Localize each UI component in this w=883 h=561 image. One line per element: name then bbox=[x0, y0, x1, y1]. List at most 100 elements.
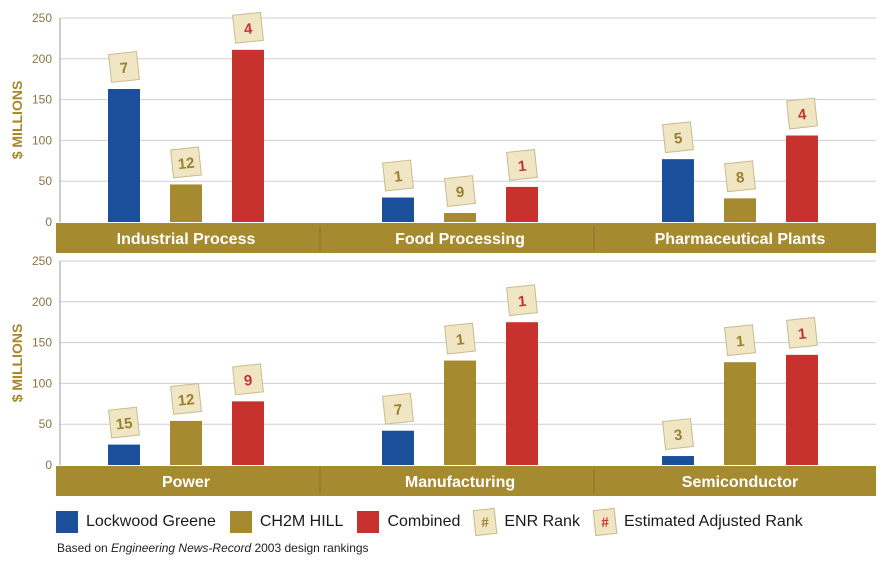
legend-label-adjusted: Estimated Adjusted Rank bbox=[623, 513, 803, 530]
rank-label: 1 bbox=[455, 331, 465, 349]
y-tick-label: 50 bbox=[39, 174, 53, 188]
rank-tag-box bbox=[724, 160, 756, 193]
bar bbox=[506, 322, 538, 465]
category-label: Food Processing bbox=[395, 231, 525, 248]
rank-tag: 3 bbox=[662, 418, 694, 450]
rank-tag-box bbox=[108, 51, 140, 83]
rank-tag-box bbox=[786, 316, 818, 349]
rank-tag: 4 bbox=[232, 11, 264, 44]
rank-tag-box bbox=[444, 322, 476, 355]
bar bbox=[724, 198, 756, 222]
rank-tag: 1 bbox=[444, 322, 476, 355]
y-axis-label: $ MILLIONS bbox=[9, 324, 25, 403]
rank-tag-box bbox=[724, 324, 756, 357]
y-tick-label: 0 bbox=[45, 215, 52, 229]
y-tick-label: 100 bbox=[32, 376, 52, 390]
legend-swatch-ch2m bbox=[229, 511, 252, 533]
rank-tag-box bbox=[170, 146, 202, 179]
rank-tag-box bbox=[662, 418, 694, 450]
bar bbox=[108, 444, 140, 465]
y-tick-label: 200 bbox=[32, 52, 52, 66]
adjusted-rank-tag-icon: # bbox=[592, 507, 618, 537]
rank-tag: 9 bbox=[232, 363, 264, 396]
rank-tag-box bbox=[170, 382, 202, 415]
category-label: Power bbox=[162, 474, 210, 491]
bar bbox=[108, 88, 140, 222]
rank-tag: 7 bbox=[382, 392, 414, 425]
rank-tag-box bbox=[382, 392, 414, 425]
rank-label: 9 bbox=[243, 372, 253, 390]
y-tick-label: 200 bbox=[32, 295, 52, 309]
bar bbox=[786, 135, 818, 222]
y-axis-label: $ MILLIONS bbox=[9, 81, 25, 160]
category-band bbox=[56, 466, 876, 496]
y-tick-label: 0 bbox=[45, 458, 52, 472]
category-label: Industrial Process bbox=[117, 231, 256, 248]
rank-label: 15 bbox=[115, 415, 133, 434]
rank-label: 4 bbox=[243, 20, 254, 38]
rank-label: 9 bbox=[455, 184, 465, 202]
rank-tag: 15 bbox=[108, 406, 140, 439]
legend-swatch-lockwood bbox=[56, 511, 78, 533]
y-tick-label: 100 bbox=[32, 133, 52, 147]
rank-tag: 1 bbox=[506, 284, 538, 317]
category-label: Pharmaceutical Plants bbox=[655, 231, 826, 248]
bar bbox=[662, 456, 694, 465]
footnote-post: 2003 design rankings bbox=[251, 541, 369, 555]
legend-item-ch2m: CH2M HILL bbox=[229, 511, 344, 533]
legend-label-lockwood: Lockwood Greene bbox=[86, 513, 216, 530]
rank-tag: 1 bbox=[786, 316, 818, 349]
rank-tag: 4 bbox=[786, 97, 818, 130]
rank-tag-box bbox=[662, 121, 694, 154]
rank-label: 1 bbox=[517, 158, 527, 176]
category-band bbox=[56, 223, 876, 253]
rank-tag: 12 bbox=[170, 146, 202, 179]
rank-tag: 5 bbox=[662, 121, 694, 154]
legend-item-combined: Combined bbox=[357, 511, 460, 533]
y-tick-label: 150 bbox=[32, 93, 52, 107]
legend-item-adjusted: # Estimated Adjusted Rank bbox=[592, 507, 803, 537]
bar bbox=[662, 159, 694, 222]
y-tick-label: 150 bbox=[32, 336, 52, 350]
rank-label: 1 bbox=[735, 333, 745, 351]
bar bbox=[232, 401, 264, 465]
legend-item-lockwood: Lockwood Greene bbox=[56, 511, 216, 533]
bar bbox=[382, 430, 414, 465]
rank-label: 7 bbox=[393, 401, 403, 419]
bar bbox=[382, 197, 414, 222]
y-tick-label: 50 bbox=[39, 417, 53, 431]
rank-label: 12 bbox=[177, 391, 195, 410]
y-tick-label: 250 bbox=[32, 11, 52, 25]
bar bbox=[724, 362, 756, 465]
rank-tag-box bbox=[108, 406, 140, 439]
footnote-pre: Based on bbox=[57, 541, 112, 555]
bar bbox=[232, 49, 264, 222]
rank-tag: 12 bbox=[170, 382, 202, 415]
rank-label: 1 bbox=[393, 168, 403, 186]
rank-tag: 1 bbox=[506, 148, 538, 181]
legend: Lockwood Greene CH2M HILL Combined # ENR… bbox=[56, 507, 817, 537]
bar bbox=[786, 354, 818, 465]
category-label: Manufacturing bbox=[405, 474, 515, 491]
rank-tag: 7 bbox=[108, 51, 140, 83]
legend-label-combined: Combined bbox=[387, 513, 461, 530]
legend-swatch-combined bbox=[357, 511, 380, 533]
rank-tag: 1 bbox=[382, 159, 414, 192]
rank-label: 7 bbox=[119, 60, 129, 78]
footnote-source: Engineering News-Record bbox=[111, 541, 252, 555]
rank-tag-box bbox=[506, 284, 538, 317]
footnote: Based on Engineering News-Record 2003 de… bbox=[57, 541, 369, 555]
rank-label: 5 bbox=[673, 130, 683, 148]
rank-label: 8 bbox=[735, 169, 745, 187]
legend-label-ch2m: CH2M HILL bbox=[259, 513, 344, 530]
rank-tag-box bbox=[232, 363, 264, 396]
enr-rank-tag-icon: # bbox=[473, 507, 498, 537]
rank-tag-box bbox=[232, 11, 264, 44]
legend-item-enr: # ENR Rank bbox=[473, 507, 580, 537]
rank-tag: 1 bbox=[724, 324, 756, 357]
bar bbox=[170, 420, 202, 465]
rank-label: 4 bbox=[797, 106, 808, 124]
rank-label: 1 bbox=[797, 325, 807, 343]
bar bbox=[444, 213, 476, 222]
